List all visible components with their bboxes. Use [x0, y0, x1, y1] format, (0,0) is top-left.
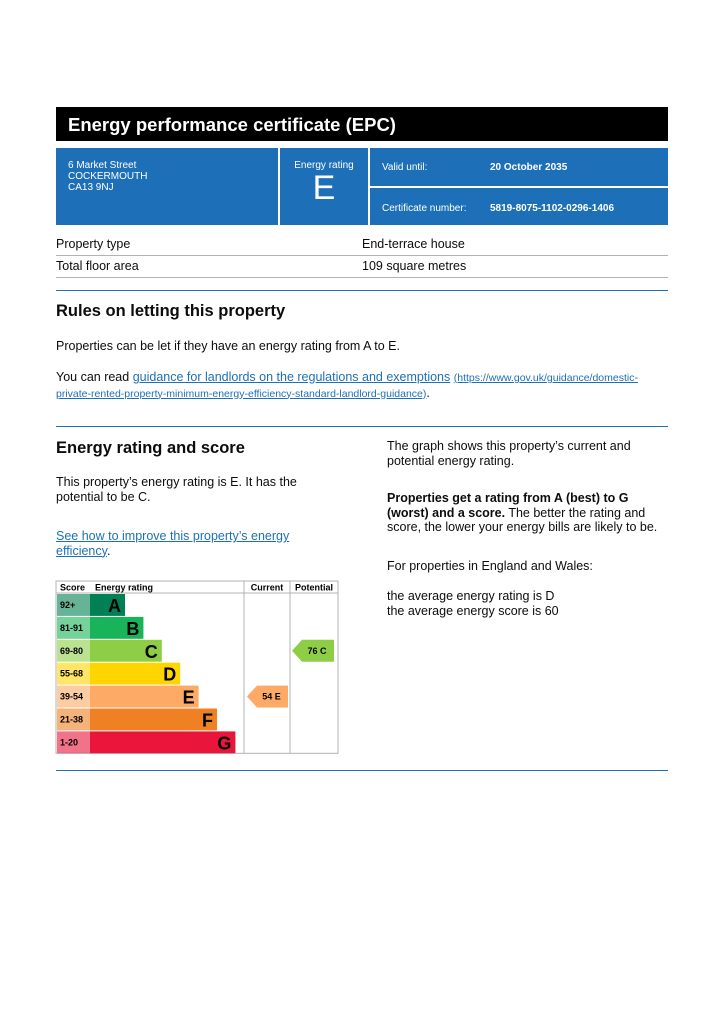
band-letter: F	[202, 711, 213, 731]
url-link[interactable]: (https://www.gov.uk/guidance/domestic-pr…	[56, 372, 638, 400]
text: .	[106, 543, 111, 558]
text: the average energy score is 60	[387, 603, 559, 618]
title-bar: Energy performance certificate (EPC)	[56, 107, 668, 141]
paragraph: Properties get a rating from A (best) to…	[387, 491, 672, 535]
link[interactable]: guidance for landlords on the regulation…	[132, 370, 451, 384]
band-score: 1-20	[60, 737, 78, 747]
band-letter: D	[163, 665, 176, 685]
paragraph: See how to improve this property’s energ…	[56, 529, 306, 558]
paragraph: For properties in England and Wales:	[387, 559, 593, 573]
divider	[56, 290, 668, 291]
certificate-value: 5819-8075-1102-0296-1406	[490, 203, 614, 214]
band-score: 55-68	[60, 669, 83, 679]
valid-label: Valid until:	[382, 162, 428, 173]
address-box: 6 Market Street COCKERMOUTH CA13 9NJ	[56, 148, 278, 225]
score-cell	[57, 685, 90, 708]
band-bar	[90, 708, 217, 731]
property-row: Property type End-terrace house	[56, 234, 668, 256]
property-row: Total floor area 109 square metres	[56, 256, 668, 278]
potential-score: 76	[307, 646, 317, 656]
property-label: Property type	[56, 237, 131, 251]
section-heading: Rules on letting this property	[56, 302, 286, 320]
property-value: End-terrace house	[362, 237, 465, 251]
bold-text: Properties get a rating from A (best) to…	[387, 491, 629, 520]
address-line: COCKERMOUTH	[68, 171, 148, 182]
paragraph: Properties can be let if they have an en…	[56, 339, 400, 353]
score-cell	[57, 616, 90, 639]
band-score: 39-54	[60, 692, 83, 702]
column-header: Energy rating	[95, 583, 153, 593]
text: The better the rating and score, the low…	[387, 505, 658, 535]
band-letter: A	[108, 596, 121, 616]
band-bar	[90, 731, 236, 754]
column-header: Current	[251, 583, 284, 593]
divider	[56, 770, 668, 771]
paragraph: The graph shows this property’s current …	[387, 439, 631, 468]
chart-frame	[55, 580, 339, 754]
address-line: 6 Market Street	[68, 160, 137, 171]
band-score: 81-91	[60, 623, 83, 633]
band-score: 92+	[60, 600, 75, 610]
band-score: 21-38	[60, 715, 83, 725]
valid-value: 20 October 2035	[490, 162, 568, 173]
band-bar	[90, 685, 199, 708]
property-label: Total floor area	[56, 259, 139, 273]
rating-label: Energy rating	[294, 160, 354, 171]
current-letter: E	[275, 692, 281, 702]
score-cell	[57, 731, 90, 754]
address: 6 Market Street COCKERMOUTH CA13 9NJ	[68, 160, 147, 193]
rating-letter: E	[312, 169, 336, 207]
paragraph: the average energy rating is D the avera…	[387, 589, 559, 618]
score-cell	[57, 662, 90, 685]
text: the average energy rating is D	[387, 589, 555, 603]
paragraph: You can read guidance for landlords on t…	[56, 370, 656, 401]
text: .	[426, 385, 430, 400]
divider	[56, 426, 668, 427]
section-heading: Energy rating and score	[56, 439, 245, 457]
current-label: 54 E	[262, 692, 281, 702]
current-score: 54	[262, 692, 272, 702]
column-header: Potential	[295, 583, 333, 593]
score-cell	[57, 594, 90, 616]
potential-letter: C	[320, 646, 327, 656]
certificate-label: Certificate number:	[382, 203, 467, 214]
band-score: 69-80	[60, 646, 83, 656]
certificate-box: Certificate number: 5819-8075-1102-0296-…	[370, 188, 668, 225]
link[interactable]: See how to improve this property’s energ…	[56, 529, 290, 558]
band-letter: G	[217, 733, 231, 753]
band-bar	[90, 594, 125, 616]
text: You can read	[56, 370, 133, 384]
band-bar	[90, 616, 144, 639]
address-line: CA13 9NJ	[68, 182, 114, 193]
band-letter: C	[145, 642, 158, 662]
valid-box: Valid until: 20 October 2035	[370, 148, 668, 186]
band-bar	[90, 662, 181, 685]
potential-arrow	[292, 639, 334, 662]
score-cell	[57, 708, 90, 731]
paragraph: This property’s energy rating is E. It h…	[56, 475, 297, 504]
rating-box: Energy rating E	[280, 148, 368, 225]
band-letter: E	[183, 688, 195, 708]
score-cell	[57, 639, 90, 662]
page-title: Energy performance certificate (EPC)	[68, 114, 396, 135]
column-header: Score	[60, 583, 85, 593]
current-arrow	[247, 685, 288, 708]
band-letter: B	[126, 619, 139, 639]
band-bar	[90, 639, 162, 662]
potential-label: 76 C	[307, 646, 327, 656]
property-value: 109 square metres	[362, 259, 467, 273]
